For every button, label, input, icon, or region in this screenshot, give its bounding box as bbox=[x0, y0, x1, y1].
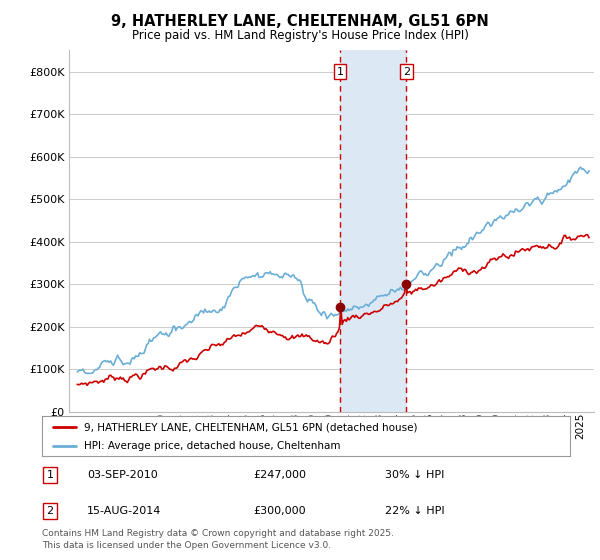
Text: 1: 1 bbox=[46, 470, 53, 480]
Text: 2: 2 bbox=[403, 67, 410, 77]
Text: 9, HATHERLEY LANE, CHELTENHAM, GL51 6PN (detached house): 9, HATHERLEY LANE, CHELTENHAM, GL51 6PN … bbox=[84, 422, 418, 432]
Text: £300,000: £300,000 bbox=[253, 506, 306, 516]
Text: 15-AUG-2014: 15-AUG-2014 bbox=[87, 506, 161, 516]
Text: 22% ↓ HPI: 22% ↓ HPI bbox=[385, 506, 445, 516]
Text: 2: 2 bbox=[46, 506, 53, 516]
Text: Contains HM Land Registry data © Crown copyright and database right 2025.
This d: Contains HM Land Registry data © Crown c… bbox=[42, 529, 394, 550]
Text: 30% ↓ HPI: 30% ↓ HPI bbox=[385, 470, 445, 480]
Text: 1: 1 bbox=[337, 67, 344, 77]
Text: Price paid vs. HM Land Registry's House Price Index (HPI): Price paid vs. HM Land Registry's House … bbox=[131, 29, 469, 42]
Text: 03-SEP-2010: 03-SEP-2010 bbox=[87, 470, 158, 480]
Text: £247,000: £247,000 bbox=[253, 470, 306, 480]
Text: HPI: Average price, detached house, Cheltenham: HPI: Average price, detached house, Chel… bbox=[84, 441, 341, 451]
Text: 9, HATHERLEY LANE, CHELTENHAM, GL51 6PN: 9, HATHERLEY LANE, CHELTENHAM, GL51 6PN bbox=[111, 14, 489, 29]
Bar bbox=[340, 50, 406, 412]
